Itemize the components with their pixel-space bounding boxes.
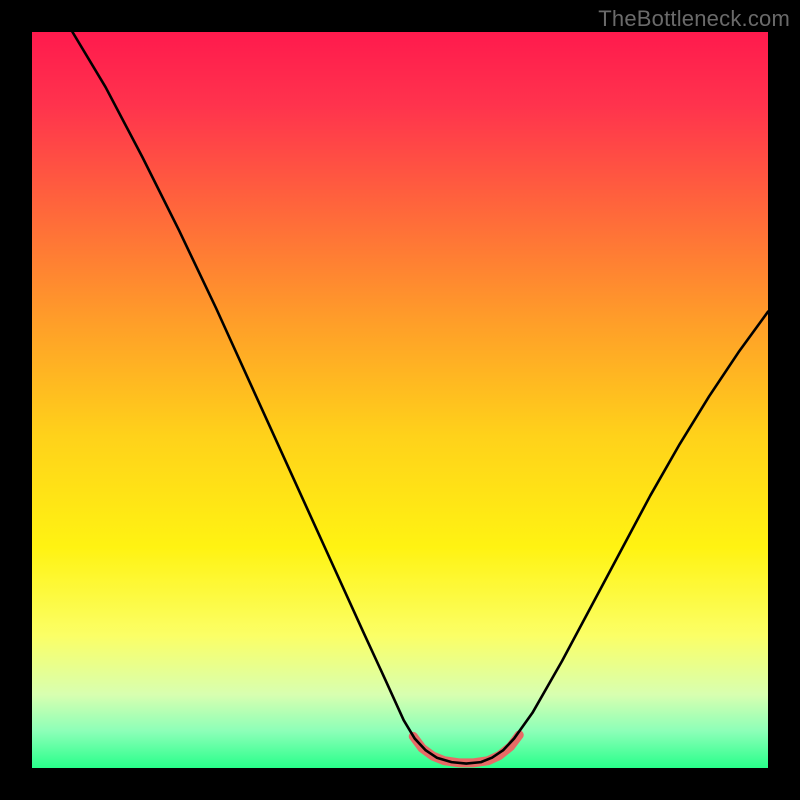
bottleneck-chart	[0, 0, 800, 800]
watermark-text: TheBottleneck.com	[598, 6, 790, 32]
gradient-background	[32, 32, 768, 768]
chart-container: { "watermark": { "text": "TheBottleneck.…	[0, 0, 800, 800]
